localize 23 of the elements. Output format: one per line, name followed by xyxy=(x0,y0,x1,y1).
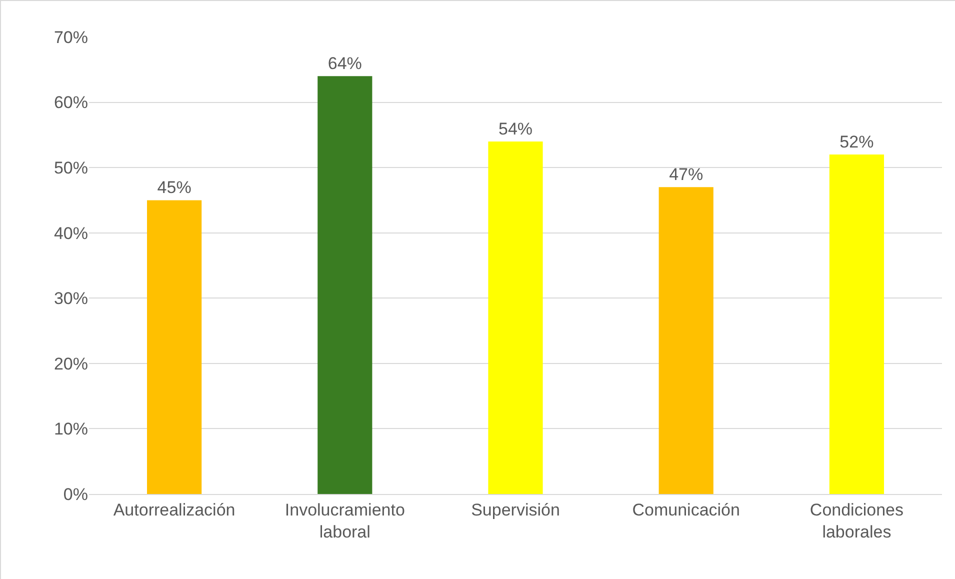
data-label: 64% xyxy=(328,54,362,74)
x-tick-label: Condiciones laborales xyxy=(810,500,904,542)
data-label: 54% xyxy=(498,119,533,138)
bar xyxy=(488,141,543,494)
y-tick-label: 60% xyxy=(54,93,88,112)
bar xyxy=(829,154,884,494)
x-tick-label: Autorrealización xyxy=(113,500,236,520)
bar xyxy=(318,76,372,494)
data-label: 45% xyxy=(157,178,192,198)
y-tick-label: 70% xyxy=(54,28,88,47)
bar xyxy=(658,187,714,494)
x-tick-label: Involucramiento laboral xyxy=(284,500,405,542)
data-label: 47% xyxy=(669,165,704,184)
data-label: 52% xyxy=(840,132,874,152)
y-tick-label: 40% xyxy=(54,224,88,243)
y-tick-label: 50% xyxy=(54,158,88,178)
y-tick-label: 0% xyxy=(63,484,88,504)
y-tick-label: 10% xyxy=(54,420,88,439)
x-tick-label: Supervisión xyxy=(471,500,560,520)
y-tick-label: 30% xyxy=(54,289,88,308)
x-tick-label: Comunicación xyxy=(632,500,740,520)
bar xyxy=(147,200,202,494)
y-tick-label: 20% xyxy=(54,354,88,374)
